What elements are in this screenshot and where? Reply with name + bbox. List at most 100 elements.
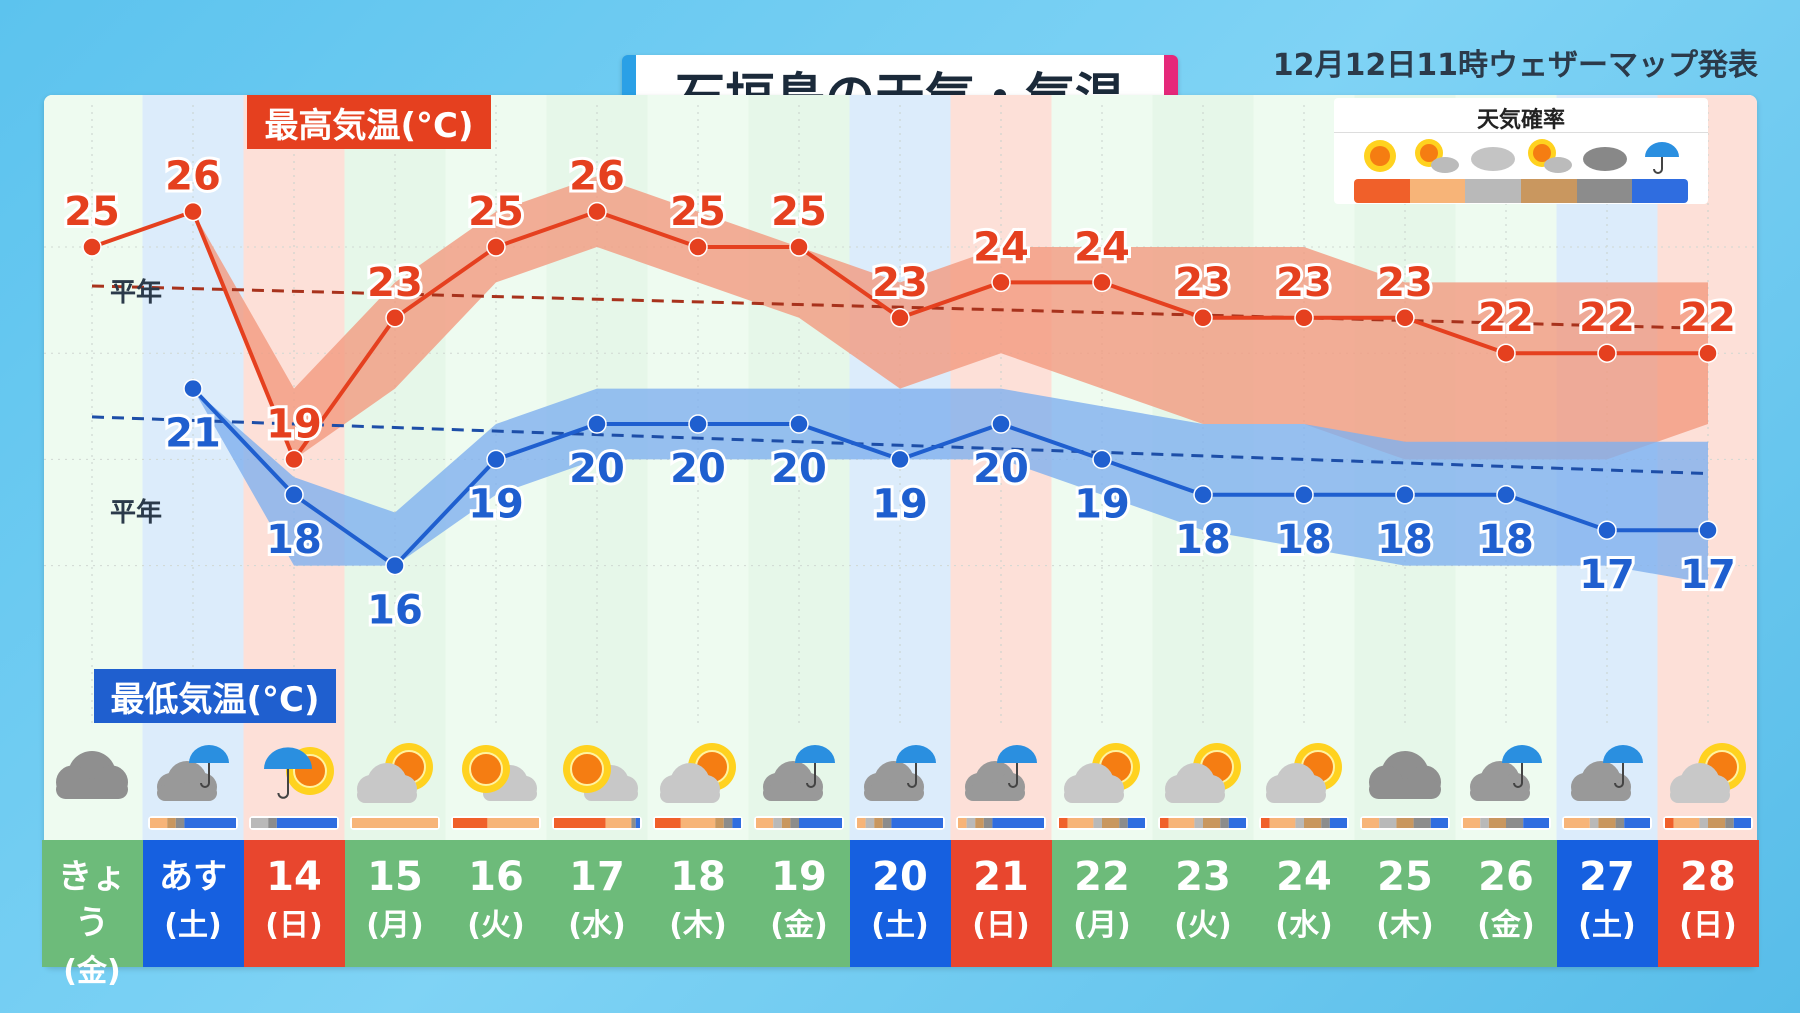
weather-probability-bar xyxy=(1360,816,1450,830)
probability-segment xyxy=(680,818,716,828)
probability-segment xyxy=(1261,818,1270,828)
probability-segment xyxy=(857,818,866,828)
max-temp-point xyxy=(789,237,809,257)
weekday-label: (月) xyxy=(366,908,424,943)
weekday-label: (日) xyxy=(972,908,1030,943)
umbrella-handle xyxy=(1008,763,1018,788)
probability-segment xyxy=(1168,818,1195,828)
min-temp-point xyxy=(789,414,809,434)
weather-icon-cloud-sun xyxy=(1266,743,1342,803)
min-temp-value: 18 xyxy=(1276,517,1332,563)
max-temp-point xyxy=(688,237,708,257)
day-label: 25 (木) xyxy=(1354,840,1456,967)
min-temp-point xyxy=(688,414,708,434)
probability-segment xyxy=(554,818,606,828)
cloud-part xyxy=(1470,147,1515,171)
probability-segment xyxy=(453,818,488,828)
cloud-part xyxy=(1431,157,1460,173)
day-label: 17 (水) xyxy=(546,840,648,967)
max-temp-value: 23 xyxy=(367,260,423,306)
max-temp-point xyxy=(385,308,405,328)
probability-segment xyxy=(1379,818,1397,828)
probability-segment xyxy=(756,818,774,828)
probability-segment xyxy=(790,818,799,828)
max-temp-point xyxy=(82,237,102,257)
normal-min-label: 平年 xyxy=(110,498,163,528)
probability-segment xyxy=(150,818,168,828)
date-label: 24 xyxy=(1276,854,1332,900)
weather-icon-sun-cloud xyxy=(462,745,537,802)
date-label: 23 xyxy=(1175,854,1231,900)
probability-segment xyxy=(1598,818,1616,828)
probability-segment xyxy=(1329,818,1347,828)
sun-core xyxy=(1370,146,1391,166)
umbrella-handle xyxy=(1652,157,1663,174)
issued-time: 12月12日11時ウェザーマップ発表 xyxy=(1272,48,1758,83)
min-temp-label: 最低気温(°C) xyxy=(94,669,336,723)
date-label: 25 xyxy=(1377,854,1433,900)
probability-segment xyxy=(1093,818,1102,828)
legend-color-swatch xyxy=(1465,179,1522,203)
weekday-label: (木) xyxy=(669,908,727,943)
umbrella-handle xyxy=(1513,763,1523,788)
cloud-part xyxy=(1064,787,1124,803)
weather-icon-rain-sun xyxy=(264,747,334,799)
max-temp-value: 25 xyxy=(670,189,726,235)
min-temp-value: 18 xyxy=(1175,517,1231,563)
weather-probability-bar xyxy=(451,816,541,830)
probability-segment xyxy=(1673,818,1700,828)
legend-color-swatch xyxy=(1632,179,1688,203)
probability-segment xyxy=(1699,818,1708,828)
dark-cloud-icon xyxy=(1583,147,1628,171)
max-temp-point xyxy=(1193,308,1213,328)
normal-min-line xyxy=(91,415,1709,476)
weekday-label: (木) xyxy=(1376,908,1434,943)
probability-segment xyxy=(1067,818,1094,828)
probability-segment xyxy=(1523,818,1549,828)
legend-color-swatch xyxy=(1409,179,1466,203)
min-temp-range-band xyxy=(193,388,1708,584)
date-label: 21 xyxy=(973,854,1029,900)
probability-segment xyxy=(1102,818,1120,828)
umbrella-handle xyxy=(907,763,917,788)
probability-segment xyxy=(799,818,842,828)
probability-segment xyxy=(773,818,782,828)
weather-icon-cloud-rain xyxy=(157,745,229,801)
probability-segment xyxy=(175,818,185,828)
weather-probability-bar xyxy=(148,816,238,830)
min-temp-value: 19 xyxy=(1074,481,1130,527)
weather-probability-bar xyxy=(1158,816,1248,830)
probability-segment xyxy=(1615,818,1625,828)
weather-probability-bar xyxy=(956,816,1046,830)
probability-segment xyxy=(655,818,681,828)
normal-max-line xyxy=(91,284,1709,330)
probability-segment xyxy=(715,818,724,828)
day-label: きょう (金) xyxy=(41,840,143,989)
day-label: 24 (水) xyxy=(1253,840,1355,967)
weather-icon-cloud-rain xyxy=(864,745,936,801)
probability-segment xyxy=(1430,818,1448,828)
cloud-part xyxy=(1369,779,1441,799)
max-temp-range-band xyxy=(193,176,1708,460)
probability-segment xyxy=(1665,818,1674,828)
min-temp-point xyxy=(1597,520,1617,540)
sun-cloud-icon xyxy=(1528,139,1573,173)
probability-segment xyxy=(251,818,269,828)
sun-core xyxy=(570,752,604,786)
umbrella-canopy xyxy=(997,745,1037,763)
min-temp-point xyxy=(284,485,304,505)
weather-probability-bar xyxy=(1562,816,1652,830)
max-temp-point xyxy=(991,272,1011,293)
date-label: 26 xyxy=(1478,854,1534,900)
probability-segment xyxy=(1396,818,1414,828)
legend-color-swatch xyxy=(1521,179,1577,203)
cloud-part xyxy=(1670,787,1730,803)
probability-segment xyxy=(1127,818,1145,828)
temperature-chart: 25 26 19 23 25 26 25 25 23 24 24 23 23 23 22 22 22 21 18 16… xyxy=(44,95,1757,840)
probability-segment xyxy=(966,818,976,828)
max-temp-value: 22 xyxy=(1478,295,1534,341)
min-temp-value: 20 xyxy=(569,446,625,492)
min-temp-point xyxy=(1698,520,1718,540)
max-temp-point xyxy=(183,201,203,222)
probability-segment xyxy=(1733,818,1751,828)
